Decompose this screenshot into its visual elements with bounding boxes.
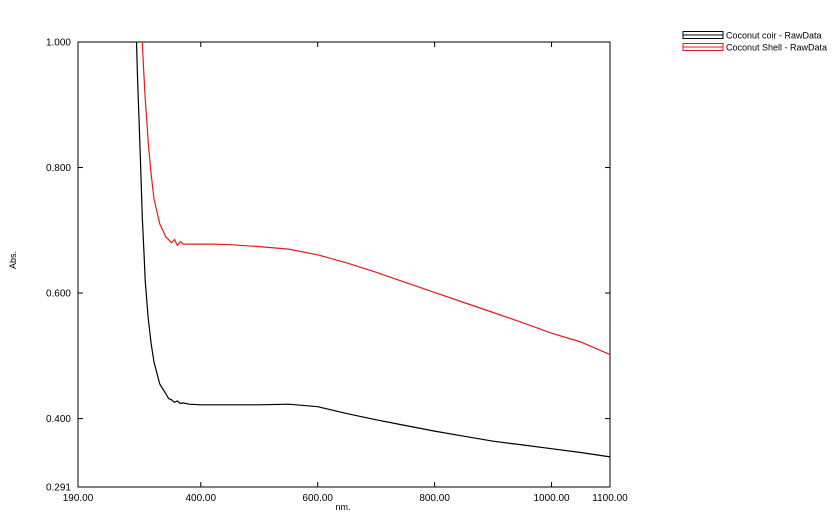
y-tick-label-0: 0.291 (46, 483, 71, 494)
y-axis-ticks: 0.291 0.400 0.600 0.800 1.000 (46, 38, 610, 494)
y-tick-label-1: 0.400 (46, 414, 71, 425)
y-tick-label-4: 1.000 (46, 38, 71, 49)
series-line-0 (135, 41, 611, 458)
legend-label-1: Coconut Shell - RawData (726, 43, 827, 53)
legend-label-0: Coconut coir - RawData (726, 31, 822, 41)
plot-frame (77, 41, 611, 488)
y-axis-label: Abs. (8, 251, 18, 269)
y-tick-label-3: 0.800 (46, 163, 71, 174)
x-axis-ticks: 190.00 400.00 600.00 800.00 1000.00 1100.00 (63, 42, 628, 504)
x-tick-label-1: 400.00 (185, 493, 216, 504)
x-tick-label-2: 600.00 (302, 493, 333, 504)
series-layer (135, 41, 611, 458)
x-axis-label: nm. (335, 502, 350, 512)
legend: Coconut coir - RawData Coconut Shell - Ra… (682, 31, 827, 53)
x-tick-label-4: 1000.00 (533, 493, 570, 504)
x-tick-label-5: 1100.00 (592, 493, 628, 504)
x-tick-label-3: 800.00 (419, 493, 450, 504)
x-tick-label-0: 190.00 (63, 493, 94, 504)
y-tick-label-2: 0.600 (46, 289, 71, 300)
series-line-1 (141, 41, 611, 356)
